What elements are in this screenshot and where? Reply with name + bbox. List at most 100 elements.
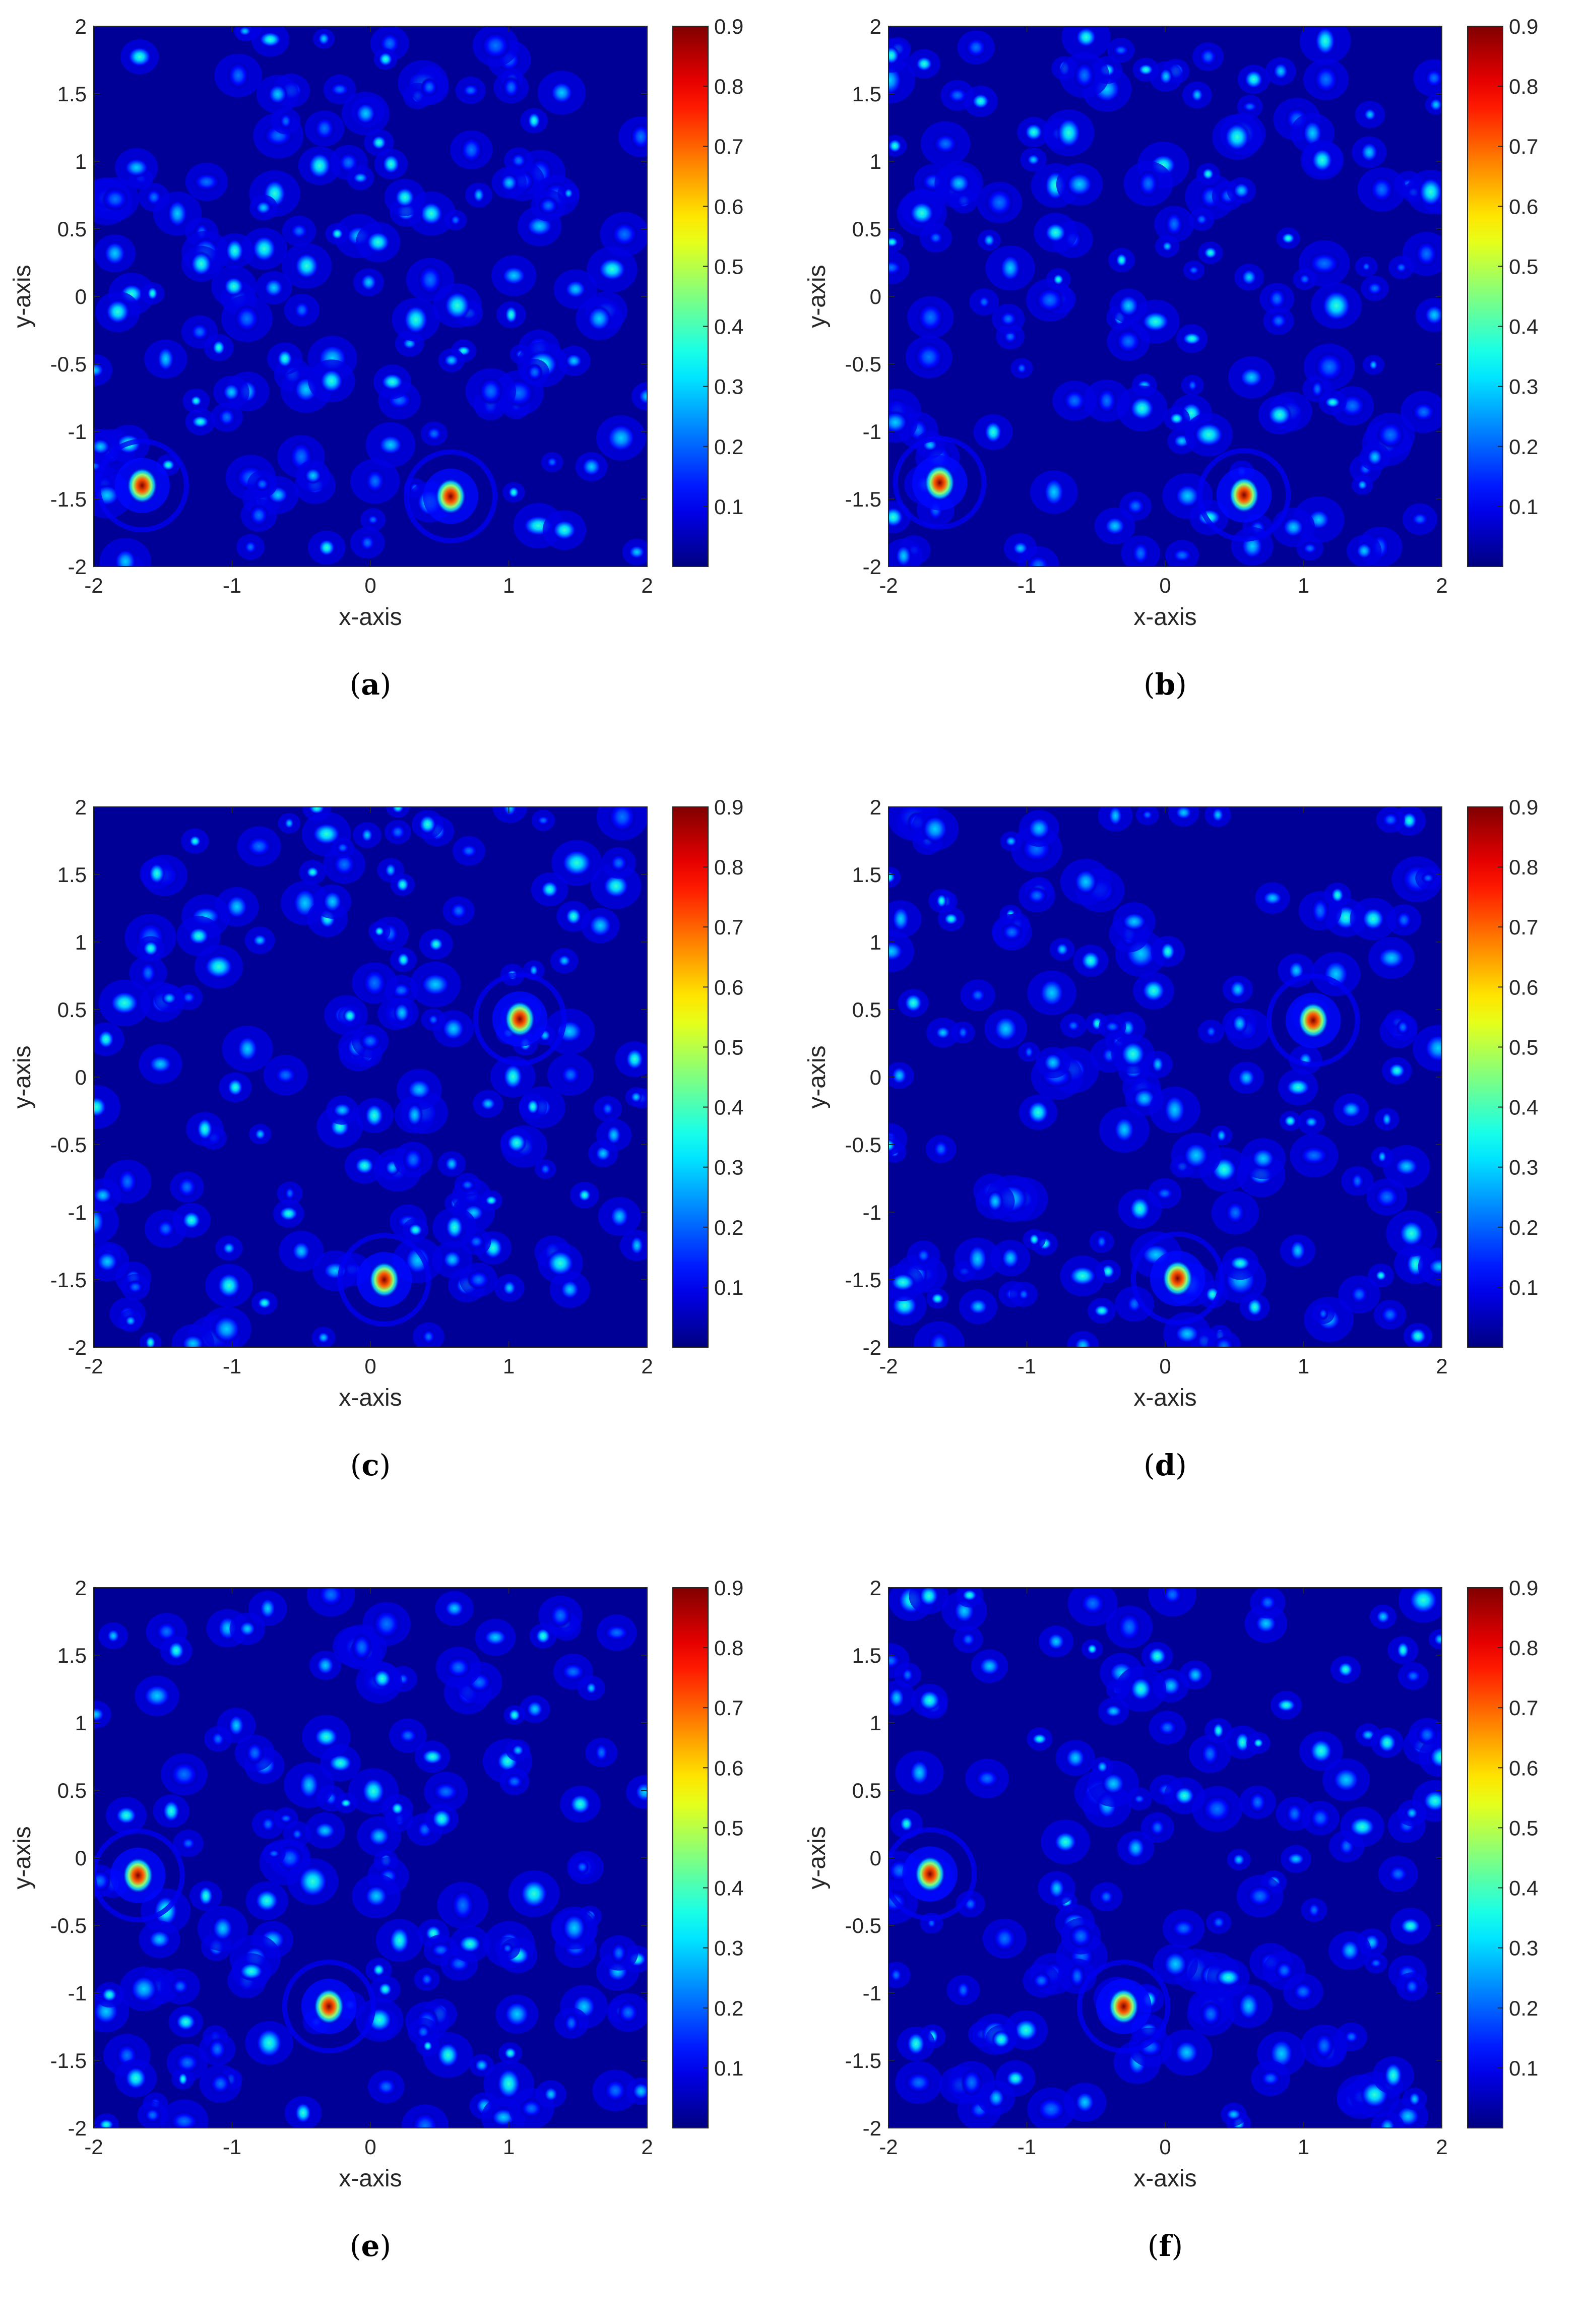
speckle-blob [444,1599,465,1618]
speckle-blob [1302,542,1318,554]
speckle-blob [423,2040,433,2052]
y-tick-label: -2 [68,555,87,579]
speckle-blob [1427,1258,1442,1276]
colorbar-tick-label: 0.7 [1509,1696,1538,1720]
speckle-blob [322,890,343,913]
speckle-blob [560,1064,581,1085]
colorbar-tick-label: 0.2 [714,435,743,459]
y-tick-label: -0.5 [845,1914,881,1937]
speckle-blob [629,1235,644,1256]
speckle-blob [366,514,379,525]
speckle-blob [1225,1201,1246,1225]
colorbar-tick-label: 0.9 [1509,15,1538,38]
y-tick-label: 1 [870,930,881,954]
colorbar [672,806,709,1348]
speckle-blob [1415,240,1438,267]
colorbar [672,1587,709,2128]
speckle-blob [180,1837,196,1850]
speckle-blob [156,346,175,372]
speckle-blob [508,1708,521,1722]
speckle-blob [298,1770,320,1800]
colorbar-tick-label: 0.2 [714,1996,743,2020]
speckle-blob [1043,477,1065,507]
speckle-blob [1195,213,1209,226]
x-tick-label: 1 [1298,574,1309,597]
speckle-blob [971,93,990,109]
speckle-blob [501,266,527,286]
speckle-blob [1292,1982,1314,2001]
speckle-blob [167,199,188,228]
y-tick-label: 1.5 [57,82,87,106]
panel-caption: (e) [350,2229,391,2263]
speckle-blob [1215,1968,1241,1987]
speckle-blob [1129,1676,1152,1702]
colorbar-tick-label: 0.2 [1509,1216,1538,1239]
speckle-blob [1361,907,1385,931]
speckle-blob [460,1179,475,1191]
speckle-blob [1284,1114,1297,1127]
speckle-blob [212,1314,241,1343]
speckle-blob [888,941,904,962]
speckle-blob [161,991,177,1005]
colorbar-tick-label: 0.4 [714,1096,743,1119]
speckle-blob [420,78,438,97]
speckle-blob [443,353,460,367]
speckle-blob [1275,1961,1294,1980]
speckle-blob [1360,142,1378,163]
speckle-blob [181,1211,201,1230]
y-tick-label: 1.5 [57,863,87,887]
colorbar-tick-label: 0.7 [1509,915,1538,939]
speckle-blob [115,1806,137,1825]
speckle-blob [1394,1157,1419,1176]
heatmap-panel-b: -2 -1 0 1 2 2 1.5 1 0.5 0 -0.5 -1 -1.5 -2 x-axis y-axis… [795,0,1589,763]
speckle-blob [391,1802,404,1815]
speckle-blob [212,340,226,356]
y-tick-label: 1.5 [852,863,881,887]
speckle-blob [94,362,105,378]
speckle-blob [1396,1019,1410,1035]
colorbar [1467,1587,1503,2128]
heatmap-field [94,1588,647,2128]
speckle-blob [126,1280,144,1294]
speckle-blob [317,1588,344,1607]
speckle-blob [561,849,593,876]
speckle-blob [317,32,330,46]
speckle-blob [1079,1591,1106,1615]
colorbar-tick-label: 0.1 [714,495,743,519]
peak-ring [473,972,567,1066]
colorbar-tick-label: 0.7 [714,915,743,939]
peak-2 [1229,477,1259,513]
speckle-blob [1141,311,1170,332]
colorbar-tick-label: 0.1 [1509,2056,1538,2080]
speckle-blob [538,196,559,215]
speckle-blob [261,1816,276,1833]
speckle-blob [443,291,471,321]
speckle-blob [396,876,410,893]
x-axis-label: x-axis [339,1385,402,1411]
speckle-blob [234,305,260,333]
speckle-blob [259,31,282,48]
y-tick-label: 1 [75,150,87,173]
colorbar-tick-label: 0.2 [1509,435,1538,459]
y-tick-label: -1.5 [50,2049,87,2072]
speckle-blob [382,154,400,174]
speckle-blob [332,1102,352,1118]
speckle-blob [359,534,375,551]
colorbar-tick-label: 0.8 [714,75,743,98]
colorbar-tick-label: 0.3 [1509,1156,1538,1179]
speckle-blob [562,1913,587,1943]
x-tick-label: 0 [1159,574,1171,597]
speckle-blob [294,252,320,280]
colorbar-tick-label: 0.6 [714,1756,743,1780]
speckle-blob [1044,222,1067,243]
speckle-blob [460,843,478,858]
colorbar-tick-label: 0.1 [714,2056,743,2080]
speckle-blob [304,467,322,484]
colorbar-tick-label: 0.3 [1509,375,1538,399]
speckle-blob [1324,396,1341,408]
speckle-blob [225,238,244,263]
speckle-blob [888,1139,896,1152]
speckle-blob [1356,542,1373,559]
y-tick-label: 0.5 [57,1779,87,1802]
speckle-blob [109,991,140,1015]
